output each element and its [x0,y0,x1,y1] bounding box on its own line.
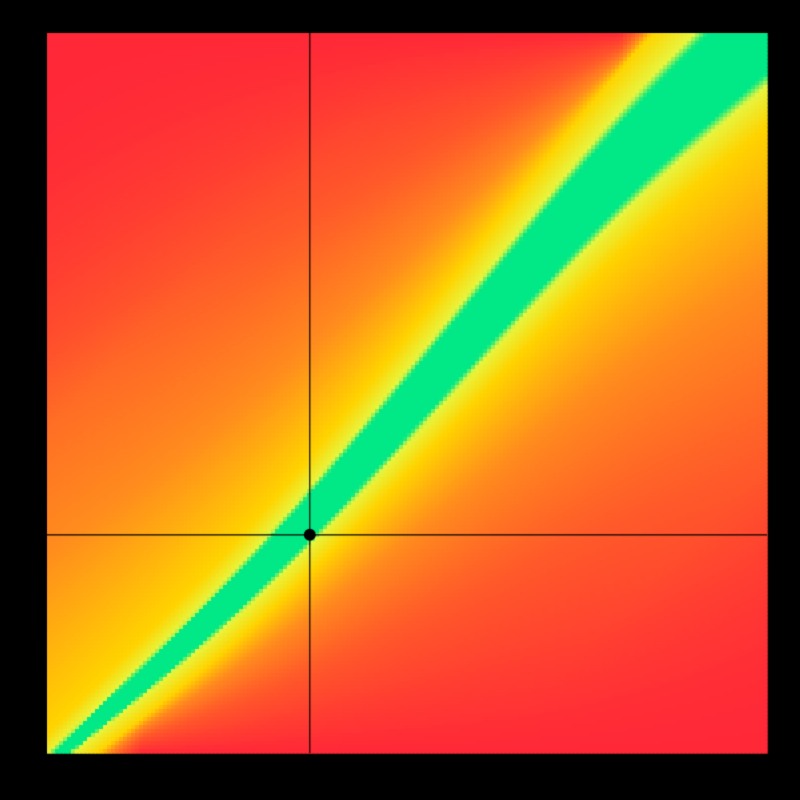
heatmap-canvas [0,0,800,800]
chart-container: TheBottleneck.com [0,0,800,800]
